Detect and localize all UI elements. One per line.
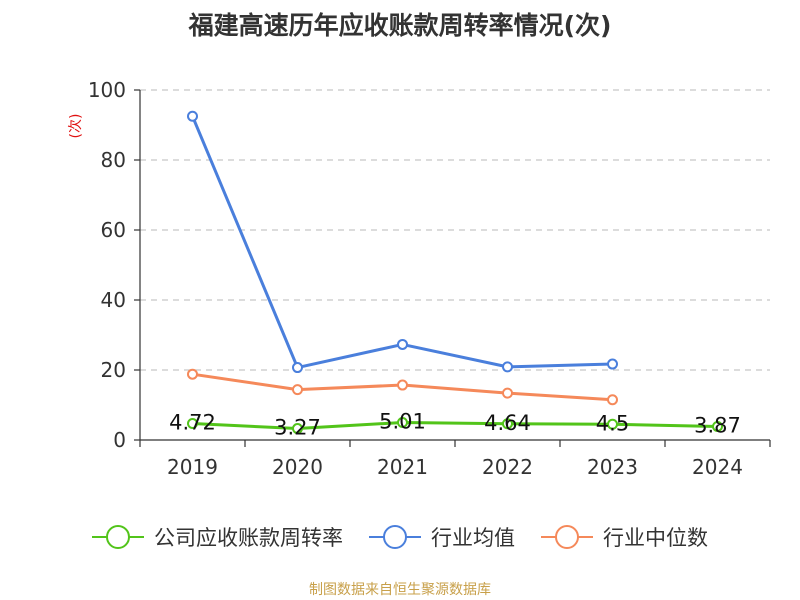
x-tick-label: 2023 (587, 455, 638, 479)
y-tick-label: 0 (113, 428, 126, 452)
data-point (292, 423, 303, 435)
data-point (607, 358, 618, 370)
data-label: 4.64 (484, 411, 531, 435)
data-label: 3.87 (694, 413, 741, 437)
data-point (292, 362, 303, 374)
y-tick-label: 40 (101, 288, 126, 312)
legend-label: 行业中位数 (603, 526, 708, 550)
legend-label: 行业均值 (431, 526, 515, 550)
data-point (502, 361, 513, 373)
data-label: 5.01 (379, 409, 426, 433)
legend-item[interactable]: 行业均值 (369, 525, 515, 550)
x-tick-label: 2021 (377, 455, 428, 479)
series-line (192, 420, 718, 431)
y-axis-label: (次) (68, 114, 84, 139)
x-tick-label: 2022 (482, 455, 533, 479)
data-point (607, 418, 618, 430)
data-label: 3.27 (274, 416, 321, 440)
legend-marker (106, 525, 130, 549)
grid-layer (140, 89, 770, 371)
data-point (292, 384, 303, 396)
data-label-layer: 4.72 3.27 5.01 4.64 4.5 3.87 (169, 409, 741, 439)
source-note: 制图数据来自恒生聚源数据库 (309, 582, 491, 598)
data-point (397, 416, 408, 428)
x-tick-label: 2019 (167, 455, 218, 479)
data-point (187, 110, 198, 122)
data-label: 4.72 (169, 410, 216, 434)
legend-marker (555, 525, 579, 549)
data-point (502, 418, 513, 430)
data-point (502, 387, 513, 399)
series-layer (187, 110, 723, 435)
data-point (607, 394, 618, 406)
y-tick-label: 100 (88, 78, 126, 102)
legend[interactable]: 公司应收账款周转率 行业均值 行业中位数 (92, 525, 708, 550)
series-line (191, 115, 613, 370)
legend-label: 公司应收账款周转率 (154, 526, 343, 550)
y-tick-label: 80 (101, 148, 126, 172)
legend-item[interactable]: 公司应收账款周转率 (92, 525, 343, 550)
y-tick-label: 60 (101, 218, 126, 242)
x-tick-label: 2020 (272, 455, 323, 479)
legend-item[interactable]: 行业中位数 (541, 525, 708, 550)
data-label: 4.5 (596, 411, 629, 435)
legend-marker (383, 525, 407, 549)
axis-layer: 0 20 40 60 80 100 2019 2020 2021 2022 2023 2024 (88, 78, 771, 479)
data-point (187, 417, 198, 429)
y-tick-label: 20 (101, 358, 126, 382)
data-point (712, 420, 723, 432)
data-point (397, 338, 408, 350)
x-tick-label: 2024 (692, 455, 743, 479)
chart-title: 福建高速历年应收账款周转率情况(次) (188, 11, 612, 40)
data-point (397, 379, 408, 391)
data-point (187, 368, 198, 380)
